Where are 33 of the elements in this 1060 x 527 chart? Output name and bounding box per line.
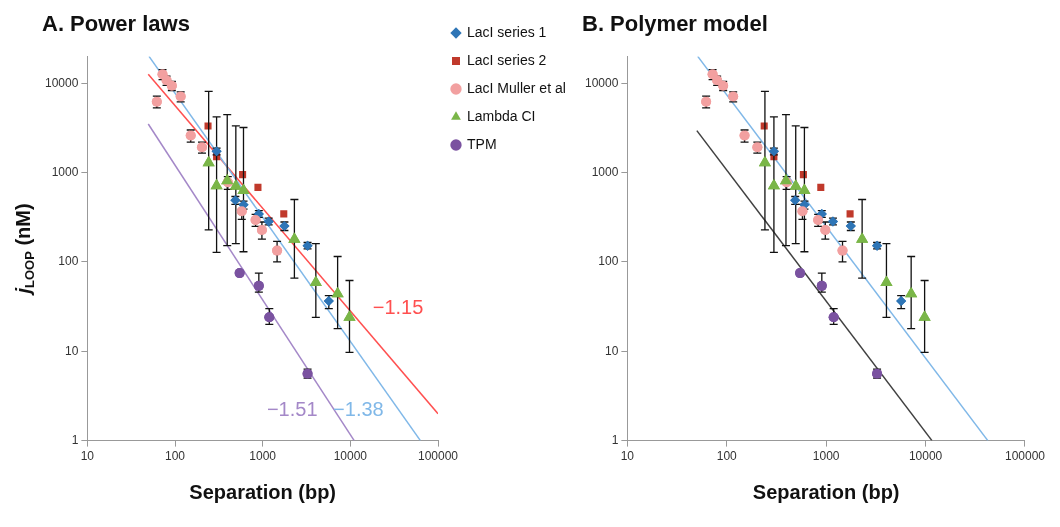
chart-title: B. Polymer model <box>582 11 768 37</box>
y-tick-label: 10 <box>605 343 619 358</box>
x-tick-label: 10000 <box>333 449 368 464</box>
y-tick-label: 1 <box>611 432 619 447</box>
y-tick-label: 100 <box>58 254 79 269</box>
x-tick-label: 10 <box>620 449 635 464</box>
x-axis-title: Separation (bp) <box>752 480 900 503</box>
x-tick-label: 10 <box>80 449 95 464</box>
annotation: −1.15 <box>372 296 424 319</box>
y-tick-label: 10 <box>65 343 79 358</box>
annotation: −1.38 <box>333 398 384 421</box>
x-tick-label: 1000 <box>249 449 277 464</box>
y-tick-label: 1 <box>71 432 79 447</box>
legend-label: LacI series 1 <box>467 23 547 40</box>
y-axis-title: jLOOP (nM) <box>11 203 37 297</box>
x-tick-label: 100 <box>165 449 186 464</box>
legend-label: Lambda CI <box>467 107 536 124</box>
legend-label: LacI Muller et al <box>467 79 566 96</box>
legend-label: TPM <box>467 135 497 152</box>
y-tick-label: 1000 <box>51 164 79 179</box>
x-tick-label: 10000 <box>908 449 943 464</box>
x-tick-label: 100000 <box>417 449 459 464</box>
x-tick-label: 1000 <box>812 449 840 464</box>
y-tick-label: 1000 <box>591 164 619 179</box>
annotation: −1.51 <box>266 398 318 421</box>
x-tick-label: 100000 <box>1004 449 1046 464</box>
legend-label: LacI series 2 <box>467 51 547 68</box>
chart-title: A. Power laws <box>42 11 190 37</box>
y-tick-label: 10000 <box>44 75 79 90</box>
y-tick-label: 100 <box>598 254 619 269</box>
x-axis-title: Separation (bp) <box>189 480 337 503</box>
y-tick-label: 10000 <box>584 75 619 90</box>
x-tick-label: 100 <box>716 449 738 464</box>
